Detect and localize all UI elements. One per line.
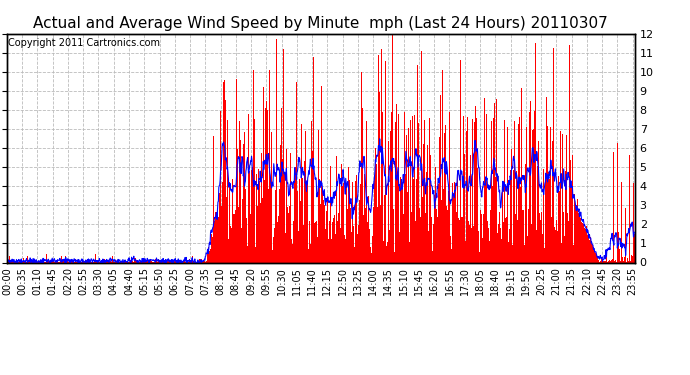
Title: Actual and Average Wind Speed by Minute  mph (Last 24 Hours) 20110307: Actual and Average Wind Speed by Minute … (34, 16, 608, 31)
Text: Copyright 2011 Cartronics.com: Copyright 2011 Cartronics.com (8, 38, 159, 48)
